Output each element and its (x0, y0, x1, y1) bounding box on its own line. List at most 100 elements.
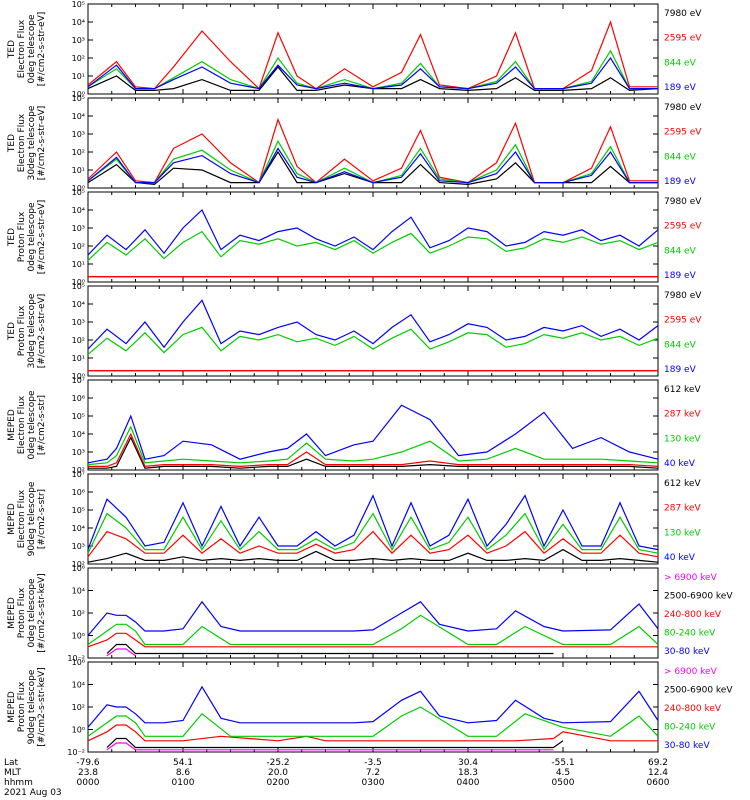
y-tick-label: 10¹ (72, 260, 85, 269)
x-tick-label: 8.6 (176, 768, 191, 778)
panel-4: 10⁰ 10¹ 10² 10³ 10⁴ 10⁵ TED Proton Flux 30deg te… (7, 282, 702, 381)
series-line-red (87, 20, 658, 90)
x-tick-label: 12.4 (648, 768, 668, 778)
y-tick-label: 10⁵ (72, 188, 85, 197)
legend-entry: 2500-6900 keV (664, 686, 733, 696)
panel-7: 10⁻² 10⁰ 10² 10⁴ 10⁶ MEPED Proton Flux 0deg tel… (7, 564, 733, 663)
legend-entry: 287 keV (664, 504, 701, 514)
y-tick-label: 10³ (72, 224, 85, 233)
x-axis-date: 2021 Aug 03 (4, 788, 62, 798)
panel-frame (87, 191, 659, 283)
x-tick-label: 7.2 (366, 768, 380, 778)
x-tick-label: 0100 (172, 778, 195, 788)
y-tick-label: 10² (72, 336, 85, 345)
legend-entry: 40 keV (664, 553, 696, 563)
legend-entry: 844 eV (664, 58, 697, 68)
y-tick-label: 10⁰ (72, 632, 85, 641)
y-axis-label-line: [#/cm2-s-str-eV] (37, 106, 47, 181)
series-line-black (87, 548, 659, 563)
panel-3: 10⁰ 10¹ 10² 10³ 10⁴ 10⁵ TED Proton Flux 0deg tel… (7, 188, 702, 287)
legend-entry: 287 keV (664, 410, 701, 420)
series-line-black (106, 737, 564, 749)
y-tick-label: 10⁴ (72, 430, 85, 439)
series-line-blue (87, 299, 659, 350)
legend-entry: 844 eV (664, 152, 697, 162)
panel-frame (87, 97, 659, 189)
legend-entry: 189 eV (664, 177, 697, 187)
panel-8: 10⁻² 10⁰ 10² 10⁴ 10⁶ MEPED Proton Flux 90deg te… (7, 658, 733, 757)
legend-entry: 130 keV (664, 434, 701, 444)
y-tick-label: 10⁴ (72, 18, 85, 27)
y-tick-label: 10³ (72, 448, 85, 457)
series-line-black (106, 643, 554, 655)
x-tick-label: 54.1 (173, 758, 193, 768)
y-axis-label-line: [#/cm2-s-str-eV] (37, 200, 47, 275)
y-axis-label-line: [#/cm2-s-str-keV] (37, 667, 47, 746)
y-tick-label: 10² (72, 54, 85, 63)
x-tick-label: 30.4 (458, 758, 478, 768)
series-line-blue (87, 147, 658, 184)
series-line-green (87, 326, 659, 355)
y-tick-label: 10⁻² (67, 748, 85, 757)
x-tick-label: 20.0 (268, 768, 288, 778)
y-axis-label-line: MEPED (7, 503, 17, 535)
y-tick-label: 10⁻² (67, 654, 85, 663)
series-line-green (87, 614, 659, 646)
y-tick-label: 10⁴ (72, 681, 85, 690)
legend-entry: 7980 eV (664, 291, 702, 301)
y-tick-label: 10⁵ (72, 506, 85, 515)
series-line-green (87, 139, 658, 184)
y-axis-label-line: TED (7, 322, 17, 341)
series-line-green (87, 512, 659, 554)
x-tick-label: 0300 (362, 778, 385, 788)
x-tick-label: -79.6 (76, 758, 100, 768)
x-axis-labels: Lat MLT hhmm 2021 Aug 03 -79.6 54.1 -25.2 -… (4, 758, 670, 798)
legend-entry: 80-240 keV (664, 629, 716, 639)
series-line-green (87, 706, 659, 737)
series-line-blue (87, 600, 659, 636)
x-tick-label: -25.2 (266, 758, 289, 768)
legend-entry: 30-80 keV (664, 741, 710, 751)
legend-entry: 2595 eV (664, 128, 702, 138)
y-axis-label-line: [#/cm2-s-str-eV] (37, 12, 47, 87)
y-axis-label-line: TED (7, 228, 17, 247)
y-tick-label: 10³ (72, 318, 85, 327)
legend-entry: 2595 eV (664, 316, 702, 326)
y-axis-label-line: [#/cm2-s-str-keV] (37, 573, 47, 652)
y-axis-label-line: Proton Flux (17, 587, 27, 638)
y-tick-label: 10² (72, 242, 85, 251)
legend-entry: > 6900 keV (664, 667, 718, 677)
y-tick-label: 10² (72, 703, 85, 712)
x-tick-label: 23.8 (78, 768, 98, 778)
series-line-blue (87, 208, 659, 256)
legend-entry: 240-800 keV (664, 610, 722, 620)
y-axis-label-line: MEPED (7, 597, 17, 629)
series-line-blue (87, 56, 658, 90)
x-tick-label: 0000 (77, 778, 100, 788)
series-line-magenta (106, 742, 554, 751)
legend-entry: 30-80 keV (664, 647, 710, 657)
panel-frame (87, 473, 659, 565)
series-line-red (87, 632, 658, 648)
y-axis-label-line: Electron Flux (17, 489, 27, 548)
y-tick-label: 10⁴ (72, 524, 85, 533)
x-tick-label: 0200 (267, 778, 290, 788)
panel-frame (87, 379, 659, 471)
y-tick-label: 10⁵ (72, 412, 85, 421)
legend-entry: 130 keV (664, 528, 701, 538)
y-tick-label: 10⁵ (72, 282, 85, 291)
series-line-blue (87, 685, 659, 728)
y-tick-label: 10¹ (72, 166, 85, 175)
series-line-magenta (106, 648, 136, 657)
y-axis-label-line: 30deg telescope (27, 293, 37, 368)
x-tick-label: 0600 (647, 778, 670, 788)
series-line-black (88, 436, 659, 469)
legend-entry: 2595 eV (664, 222, 702, 232)
y-tick-label: 10² (72, 609, 85, 618)
x-tick-label: -3.5 (364, 758, 382, 768)
y-axis-label-line: Electron Flux (17, 113, 27, 172)
y-axis-label-line: MEPED (7, 691, 17, 723)
panel-2: 10⁰ 10¹ 10² 10³ 10⁴ 10⁵ TED Electron Flux 30deg … (7, 94, 702, 193)
y-tick-label: 10⁴ (72, 112, 85, 121)
panel-frame (87, 3, 659, 95)
